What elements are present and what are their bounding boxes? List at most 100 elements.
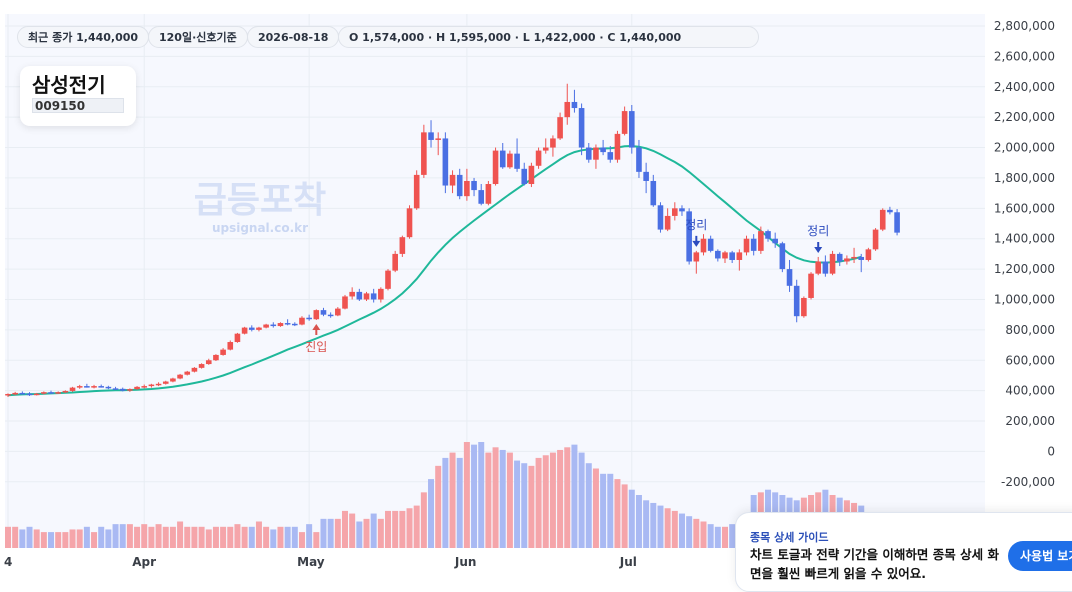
volume-bar: [62, 532, 69, 548]
volume-bar: [83, 526, 90, 548]
volume-bar: [191, 526, 198, 548]
volume-bar: [349, 513, 356, 548]
candle-body: [636, 147, 642, 172]
volume-bar: [693, 518, 700, 548]
candle-body: [607, 152, 614, 160]
period-badge[interactable]: 120일·신호기준: [148, 26, 248, 48]
volume-bar: [600, 473, 607, 548]
candle-body: [413, 174, 420, 209]
volume-bar: [399, 510, 406, 548]
candlestick-chart: 2,800,000 2,600,000 2,400,000 2,200,000 2,00…: [4, 14, 1055, 569]
y-tick-label: -200,000: [1001, 475, 1055, 489]
candle-body: [327, 314, 334, 317]
volume-bar: [514, 460, 521, 548]
volume-bar: [700, 521, 707, 548]
candle-body: [170, 378, 176, 382]
volume-bar: [557, 449, 564, 548]
volume-bar: [134, 526, 141, 548]
volume-bar: [499, 449, 506, 548]
x-tick-label: Jul: [619, 555, 637, 569]
y-tick-label: 2,400,000: [994, 80, 1055, 94]
candle-body: [284, 323, 291, 325]
volume-bar: [327, 518, 334, 548]
guide-text: 차트 토글과 전략 기간을 이해하면 종목 상세 화면을 훨씬 빠르게 읽을 수…: [750, 547, 999, 581]
volume-bar: [478, 442, 485, 548]
candle-body: [865, 249, 872, 260]
candle-body: [478, 190, 485, 204]
candle-body: [872, 229, 879, 250]
y-tick-label: 0: [1047, 444, 1055, 458]
candle-body: [177, 374, 183, 379]
candle-body: [378, 288, 384, 300]
y-tick-label: 1,800,000: [994, 171, 1055, 185]
volume-bar: [413, 505, 420, 548]
volume-bar: [650, 502, 657, 548]
volume-bar: [227, 526, 234, 548]
candle-body: [643, 171, 649, 181]
volume-bar: [177, 521, 184, 548]
volume-bar: [291, 526, 298, 548]
volume-bar: [320, 518, 327, 548]
volume-bar: [105, 529, 112, 548]
y-tick-label: 600,000: [1005, 353, 1055, 367]
candle-body: [263, 324, 269, 328]
date-badge: 2026-08-18: [247, 26, 340, 48]
candle-body: [442, 138, 449, 186]
volume-bar: [91, 532, 98, 548]
candle-body: [550, 138, 556, 148]
volume-bar: [162, 526, 169, 548]
exit-label: 정리: [685, 218, 707, 232]
candle-body: [184, 371, 191, 375]
ohlc-badge: O 1,574,000 · H 1,595,000 · L 1,422,000 …: [338, 26, 759, 48]
volume-bar: [564, 447, 571, 548]
moving-average-line: [7, 144, 862, 397]
candle-body: [392, 253, 398, 271]
volume-bar: [148, 526, 155, 548]
candle-body: [650, 180, 657, 206]
candle-body: [879, 209, 886, 230]
volume-bar: [48, 532, 55, 548]
candle-body: [851, 256, 857, 259]
candle-body: [421, 132, 427, 175]
guide-button[interactable]: 사용법 보기: [1008, 541, 1072, 571]
volume-bar: [492, 447, 499, 548]
candle-body: [793, 285, 800, 317]
volume-bar: [363, 518, 370, 548]
candle-body: [464, 180, 470, 197]
volume-bar: [664, 508, 671, 548]
candle-body: [585, 147, 592, 160]
volume-bar: [428, 479, 435, 548]
volume-bar: [5, 526, 11, 548]
volume-bar: [112, 524, 119, 548]
candle-body: [127, 389, 133, 391]
candle-body: [801, 297, 807, 317]
candle-body: [84, 386, 90, 388]
volume-bar: [578, 452, 585, 548]
volume-bar: [671, 510, 678, 548]
candle-body: [162, 381, 169, 384]
candle-body: [686, 211, 692, 262]
volume-bar: [549, 452, 556, 548]
volume-bar: [12, 526, 19, 548]
candle-body: [499, 150, 506, 168]
volume-bar: [435, 465, 442, 548]
candle-body: [41, 392, 47, 394]
candle-body: [829, 253, 836, 274]
candle-body: [12, 392, 18, 395]
candle-body: [722, 252, 728, 259]
candle-body: [621, 111, 628, 134]
entry-label: 진입: [305, 340, 327, 354]
candle-body: [507, 153, 513, 168]
candle-body: [743, 238, 750, 253]
candle-body: [205, 360, 212, 365]
volume-bar: [406, 508, 413, 548]
volume-bar: [248, 526, 255, 548]
candle-body: [112, 388, 119, 390]
volume-bar: [722, 526, 728, 548]
candle-body: [664, 215, 671, 230]
candle-body: [593, 147, 599, 160]
candle-body: [342, 296, 348, 309]
volume-bar: [729, 524, 736, 548]
candle-body: [707, 238, 714, 251]
candle-body: [428, 132, 434, 140]
